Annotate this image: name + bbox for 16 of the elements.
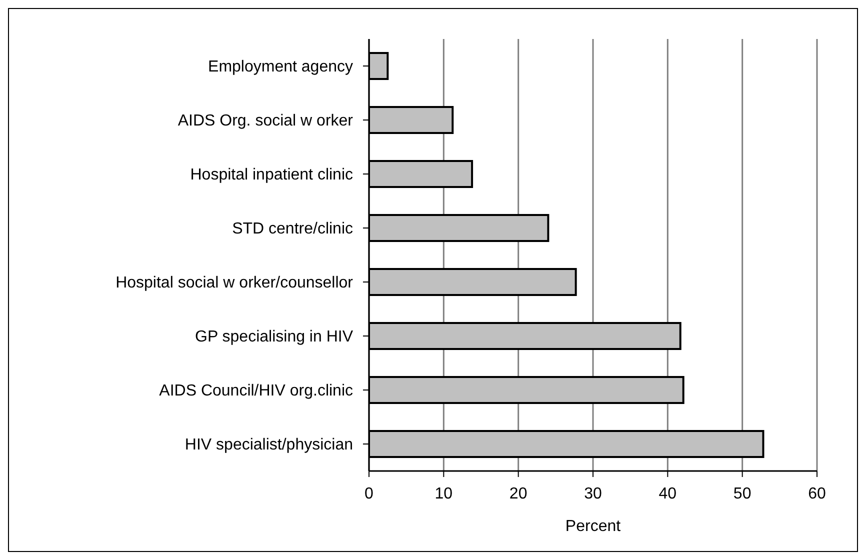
y-tick-label: GP specialising in HIV (195, 328, 354, 346)
y-tick-label: AIDS Org. social w orker (178, 112, 354, 130)
x-tick-label: 10 (434, 485, 453, 502)
x-tick-label: 50 (733, 485, 752, 502)
x-tick-label: 20 (509, 485, 528, 502)
y-tick-label: Hospital social w orker/counsellor (116, 274, 354, 292)
x-tick-label: 0 (364, 485, 374, 502)
y-tick-label: AIDS Council/HIV org.clinic (159, 382, 353, 400)
x-axis-title: Percent (565, 518, 622, 535)
x-tick-label: 30 (584, 485, 602, 502)
x-tick-label: 60 (808, 485, 826, 502)
y-tick-label: Employment agency (208, 58, 353, 76)
x-tick-label: 40 (658, 485, 677, 502)
y-tick-label: HIV specialist/physician (184, 436, 353, 454)
y-tick-label: STD centre/clinic (232, 220, 353, 238)
y-tick-label: Hospital inpatient clinic (190, 166, 353, 184)
